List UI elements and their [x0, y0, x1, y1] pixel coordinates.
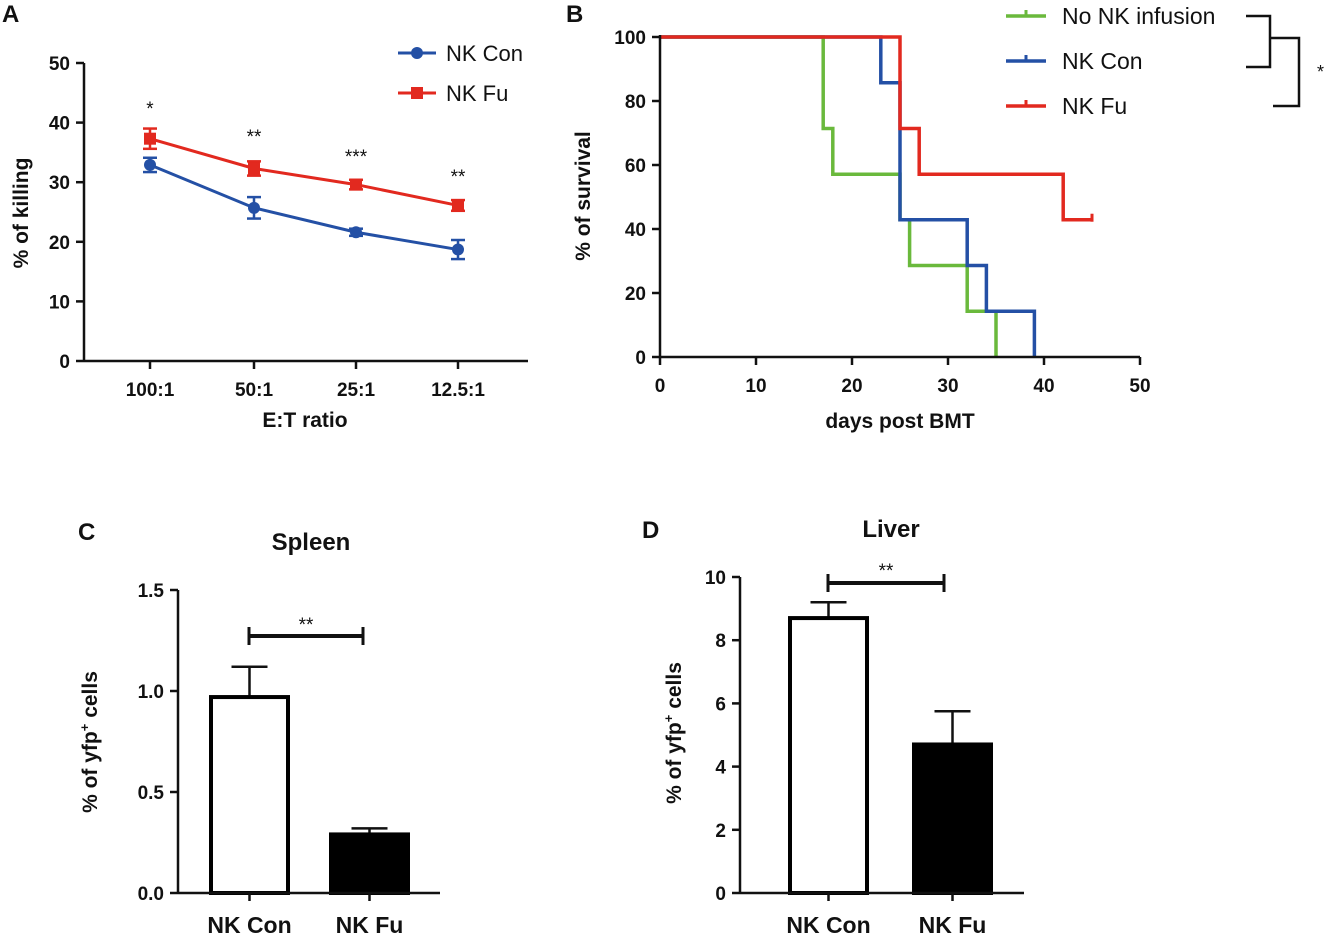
panel-a-x-label: E:T ratio — [262, 409, 347, 432]
panel-a-legend-marker — [411, 47, 423, 59]
panel-a-x-tick-label: 50:1 — [235, 380, 273, 401]
panel-b-x-tick-label: 50 — [1129, 376, 1150, 397]
panel-a-series-line — [149, 137, 459, 207]
panel-b-y-tick-label: 100 — [614, 28, 646, 49]
panel-c-significance-label: ** — [299, 615, 314, 636]
panel-a-x-tick-label: 12.5:1 — [431, 380, 485, 401]
panel-label-b: B — [566, 1, 583, 28]
panel-b-x-label: days post BMT — [825, 410, 975, 433]
panel-d-y-tick-label: 2 — [715, 821, 726, 842]
panel-b-survival-curve — [660, 35, 1037, 357]
panel-a-series-line — [149, 163, 459, 252]
panel-a-point — [350, 226, 362, 239]
panel-a-y-label: % of killing — [10, 158, 33, 269]
panel-d-liver-chart: NK Con NK Fu 0 2 4 6 8 10 ** Liver % of yfp+ cel… — [661, 516, 1024, 938]
panel-c-y-tick-label: 0.0 — [138, 884, 164, 905]
panel-c-x-tick-label: NK Con — [207, 912, 291, 938]
panel-a-y-tick-label: 50 — [49, 54, 70, 75]
panel-a-significance: * — [146, 99, 154, 120]
panel-a-legend-marker — [411, 87, 423, 99]
panel-d-y-tick-label: 0 — [715, 884, 726, 905]
panel-b-bracket-outer — [1270, 36, 1301, 108]
panel-label-d: D — [642, 517, 659, 544]
panel-a-point — [350, 178, 362, 191]
panel-a-significance: ** — [451, 167, 466, 188]
panel-b-y-tick-label: 60 — [625, 156, 646, 177]
panel-c-spleen-chart: NK Con NK Fu 0.0 0.5 1.0 1.5 ** Spleen % of yf… — [77, 529, 440, 938]
panel-b-bracket-inner — [1246, 14, 1272, 69]
panel-d-y-label: % of yfp+ cells — [661, 662, 686, 804]
panel-b-survival-curve — [660, 35, 1092, 222]
panel-c-y-tick-label: 0.5 — [138, 783, 165, 804]
panel-b-y-tick-label: 20 — [625, 284, 646, 305]
panel-d-x-tick-label: NK Con — [786, 912, 870, 938]
panel-c-y-tick-label: 1.5 — [138, 581, 165, 602]
panel-b-x-tick-label: 0 — [655, 376, 666, 397]
panel-a-y-tick-label: 0 — [59, 352, 70, 373]
panel-b-legend-label: NK Con — [1062, 48, 1143, 74]
panel-a-y-tick-label: 30 — [49, 173, 70, 194]
panel-label-c: C — [78, 519, 95, 546]
panel-b-x-tick-label: 40 — [1033, 376, 1054, 397]
panel-a-legend-label: NK Fu — [446, 81, 508, 106]
panel-b-x-tick-label: 10 — [745, 376, 766, 397]
panel-a-legend-label: NK Con — [446, 41, 523, 66]
panel-a-point — [248, 162, 260, 175]
panel-d-y-tick-label: 10 — [705, 568, 726, 589]
panel-b-x-tick-label: 20 — [841, 376, 862, 397]
panel-c-y-label: % of yfp+ cells — [77, 671, 102, 813]
panel-a-point — [452, 199, 464, 212]
panel-d-x-tick-label: NK Fu — [919, 912, 987, 938]
panel-label-a: A — [2, 1, 19, 28]
panel-b-y-tick-label: 0 — [635, 348, 646, 369]
panel-a-point — [248, 201, 260, 214]
panel-b-survival-chart: 0 20 40 60 80 100 0 10 20 30 40 50 No NK infusion NK … — [572, 3, 1324, 433]
panel-b-significance: * — [1317, 62, 1324, 82]
panel-a-significance: ** — [247, 127, 262, 148]
panel-d-y-tick-label: 6 — [715, 694, 726, 715]
panel-b-y-label: % of survival — [572, 131, 595, 261]
panel-c-x-tick-label: NK Fu — [336, 912, 404, 938]
panel-d-y-tick-label: 4 — [715, 758, 726, 779]
panel-a-x-tick-label: 25:1 — [337, 380, 375, 401]
panel-a-point — [144, 132, 156, 145]
panel-b-legend-label: No NK infusion — [1062, 3, 1215, 29]
panel-d-bar — [912, 742, 993, 895]
panel-a-point — [452, 243, 464, 256]
panel-d-y-tick-label: 8 — [715, 631, 726, 652]
panel-a-y-tick-label: 40 — [49, 114, 70, 135]
panel-b-y-tick-label: 40 — [625, 220, 646, 241]
panel-c-bar — [209, 695, 290, 895]
panel-a-x-tick-label: 100:1 — [126, 380, 175, 401]
panel-b-survival-curve — [660, 35, 998, 357]
panel-a-significance: *** — [345, 147, 368, 168]
panel-a-point — [144, 158, 156, 171]
panel-c-y-tick-label: 1.0 — [138, 682, 164, 703]
panel-d-significance-label: ** — [879, 561, 894, 582]
panel-b-legend-label: NK Fu — [1062, 93, 1127, 119]
panel-b-y-tick-label: 80 — [625, 92, 646, 113]
panel-a-y-tick-label: 20 — [49, 233, 70, 254]
panel-c-title: Spleen — [272, 529, 351, 556]
panel-d-bar — [788, 616, 869, 896]
panel-c-bar — [329, 832, 410, 895]
panel-d-title: Liver — [862, 516, 919, 543]
panel-a-y-tick-label: 10 — [49, 292, 70, 313]
panel-b-x-tick-label: 30 — [937, 376, 958, 397]
